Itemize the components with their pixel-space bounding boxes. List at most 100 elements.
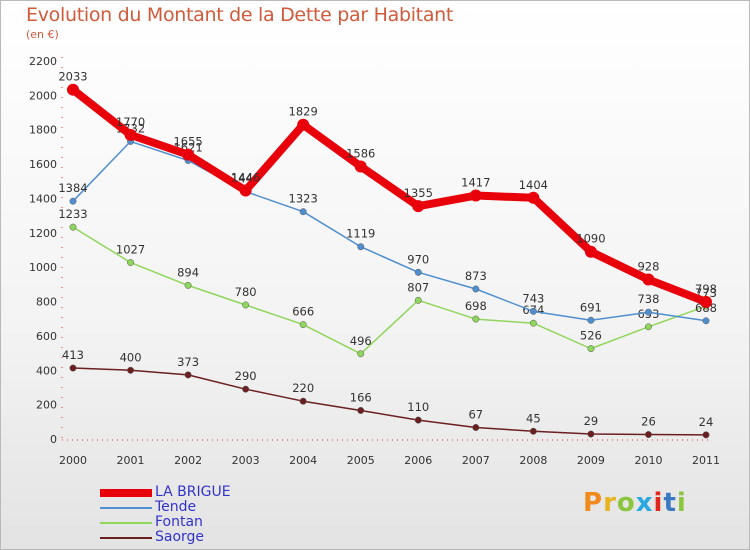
y-tick-label: 1200 (29, 227, 57, 240)
chart-subtitle: (en €) (26, 28, 59, 41)
data-point-la-brigue (642, 273, 655, 286)
data-label-tende: 970 (407, 252, 429, 266)
data-label-saorge: 110 (407, 400, 429, 414)
data-point-saorge (69, 364, 77, 372)
data-point-saorge (645, 431, 652, 438)
series-line-fontan (72, 226, 707, 355)
legend-item-la-brigue: LA BRIGUE (100, 484, 300, 500)
logo-letter: r (603, 488, 617, 518)
legend-item-saorge: Saorge (100, 529, 300, 545)
logo-letter: i (653, 488, 664, 518)
proxiti-logo[interactable]: Proxiti (583, 488, 687, 518)
data-label-fontan: 496 (350, 334, 372, 348)
data-point-tende (645, 308, 652, 316)
data-label-tende: 738 (637, 292, 659, 306)
legend-label-saorge: Saorge (155, 529, 205, 545)
data-point-la-brigue (584, 245, 597, 258)
data-label-la-brigue: 1417 (461, 176, 490, 190)
y-tick-label: 1800 (29, 124, 57, 137)
data-label-fontan: 1027 (116, 243, 145, 257)
data-point-la-brigue (182, 148, 195, 161)
data-label-fontan: 698 (465, 299, 487, 313)
x-tick-label: 2009 (577, 454, 605, 467)
data-label-saorge: 45 (526, 411, 541, 425)
data-point-fontan (529, 319, 537, 327)
data-label-la-brigue: 1446 (231, 171, 260, 185)
data-label-la-brigue: 1829 (289, 105, 318, 119)
data-point-la-brigue (700, 295, 712, 308)
y-tick-label: 600 (36, 330, 57, 343)
data-point-saorge (127, 366, 134, 374)
x-tick-label: 2010 (634, 454, 662, 467)
data-point-fontan (414, 296, 422, 304)
chart-title: Evolution du Montant de la Dette par Hab… (26, 4, 454, 26)
legend-swatch-la-brigue (100, 488, 152, 497)
data-label-la-brigue: 798 (695, 282, 717, 296)
data-label-saorge: 400 (120, 350, 142, 364)
data-point-saorge (587, 430, 595, 438)
x-tick-label: 2008 (519, 454, 547, 467)
x-tick-label: 2011 (692, 454, 720, 467)
data-label-fontan: 666 (292, 305, 314, 319)
data-point-fontan (242, 301, 250, 309)
data-label-saorge: 67 (468, 407, 483, 421)
legend-label-tende: Tende (155, 499, 197, 515)
data-label-tende: 1384 (58, 181, 87, 195)
data-point-tende (69, 197, 77, 205)
y-tick-label: 200 (36, 399, 57, 412)
y-tick-label: 2200 (29, 55, 57, 68)
data-point-la-brigue (412, 200, 425, 213)
legend-label-la-brigue: LA BRIGUE (155, 484, 231, 500)
logo-letter: i (676, 488, 687, 518)
data-point-la-brigue (354, 160, 367, 173)
data-label-tende: 1119 (346, 227, 375, 241)
data-label-saorge: 26 (641, 415, 656, 429)
y-tick-label: 400 (36, 364, 57, 377)
data-label-la-brigue: 1655 (173, 135, 202, 149)
data-point-fontan (645, 323, 652, 331)
y-tick-label: 800 (36, 296, 57, 309)
data-point-saorge (414, 416, 422, 424)
data-point-la-brigue (297, 118, 310, 131)
data-label-la-brigue: 1355 (404, 186, 433, 200)
series-line-tende (72, 140, 707, 322)
data-point-saorge (702, 431, 710, 439)
data-label-tende: 873 (465, 269, 487, 283)
data-point-fontan (357, 350, 365, 358)
data-point-la-brigue (469, 189, 482, 202)
data-label-tende: 691 (580, 300, 602, 314)
data-label-fontan: 894 (177, 265, 199, 279)
data-point-fontan (299, 321, 307, 329)
data-label-fontan: 526 (580, 329, 602, 343)
logo-letter: t (663, 488, 677, 518)
data-point-la-brigue (67, 83, 79, 96)
x-tick-label: 2002 (174, 454, 202, 467)
data-label-saorge: 166 (350, 390, 372, 404)
y-tick-label: 1600 (29, 158, 57, 171)
data-point-tende (357, 243, 365, 251)
legend-label-fontan: Fontan (155, 514, 203, 530)
data-point-la-brigue (239, 184, 252, 197)
y-tick-label: 1400 (29, 192, 57, 205)
data-label-saorge: 29 (584, 414, 599, 428)
y-tick-label: 2000 (29, 89, 57, 102)
x-tick-label: 2000 (59, 454, 87, 467)
data-label-fontan: 807 (407, 280, 429, 294)
legend-item-tende: Tende (100, 499, 300, 515)
data-label-la-brigue: 1770 (116, 115, 145, 129)
data-label-tende: 1323 (289, 192, 318, 206)
data-point-saorge (299, 397, 307, 405)
legend-swatch-tende (100, 506, 152, 509)
data-label-la-brigue: 1090 (576, 232, 605, 246)
data-point-fontan (587, 345, 595, 353)
x-tick-label: 2007 (462, 454, 490, 467)
data-label-saorge: 290 (235, 369, 257, 383)
data-point-la-brigue (527, 191, 540, 204)
data-point-fontan (472, 315, 480, 323)
data-label-fontan: 780 (235, 285, 257, 299)
logo-letter: o (616, 488, 636, 518)
legend-swatch-saorge (100, 536, 152, 539)
data-label-saorge: 373 (177, 355, 199, 369)
